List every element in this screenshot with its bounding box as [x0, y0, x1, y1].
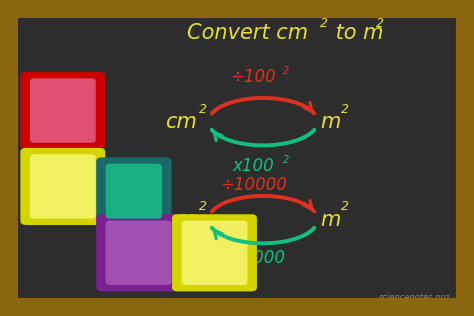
FancyBboxPatch shape: [20, 72, 105, 149]
Text: m: m: [320, 210, 340, 230]
Text: 2: 2: [341, 200, 349, 214]
FancyBboxPatch shape: [30, 78, 96, 143]
Text: 2: 2: [341, 102, 349, 116]
Text: sciencenotes.org: sciencenotes.org: [379, 293, 450, 301]
FancyBboxPatch shape: [172, 214, 257, 291]
Text: ÷100: ÷100: [231, 69, 276, 86]
Text: to m: to m: [329, 23, 384, 43]
Text: ÷10000: ÷10000: [220, 176, 287, 194]
FancyBboxPatch shape: [106, 164, 162, 219]
Text: m: m: [320, 112, 340, 132]
Text: x100: x100: [233, 157, 274, 175]
Text: 2: 2: [199, 102, 207, 116]
Text: cm: cm: [165, 210, 197, 230]
Text: x10000: x10000: [222, 249, 285, 266]
FancyBboxPatch shape: [20, 148, 105, 225]
Text: cm: cm: [165, 112, 197, 132]
FancyBboxPatch shape: [182, 221, 247, 285]
Text: 2: 2: [283, 155, 290, 165]
Text: 2: 2: [376, 17, 384, 30]
FancyBboxPatch shape: [106, 221, 172, 285]
FancyBboxPatch shape: [96, 157, 172, 225]
Text: 2: 2: [199, 200, 207, 214]
FancyBboxPatch shape: [30, 154, 96, 219]
Text: 2: 2: [320, 17, 328, 30]
FancyBboxPatch shape: [96, 214, 181, 291]
Text: Convert cm: Convert cm: [187, 23, 309, 43]
Text: 2: 2: [283, 66, 290, 76]
